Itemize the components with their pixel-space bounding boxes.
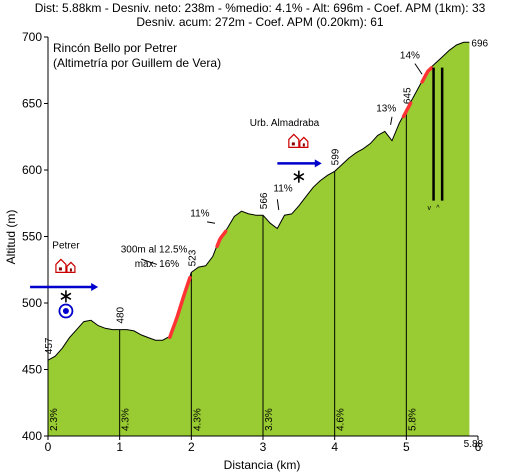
annotation: 300m al 12.5%: [121, 244, 188, 255]
town-icon: [55, 258, 76, 274]
grade-label: 2.3%: [49, 408, 60, 431]
grade-label: 4.3%: [192, 408, 203, 431]
y-tick-label: 450: [22, 363, 42, 377]
vertical-marker-label: v: [428, 205, 432, 212]
grade-label: 4.3%: [121, 408, 132, 431]
fountain-center: [62, 307, 69, 314]
annotation: 11%: [273, 183, 292, 194]
x-end-label: 5.88: [464, 439, 484, 450]
annotation-pointer: [414, 63, 423, 75]
arrow-head: [91, 283, 99, 292]
y-tick-label: 700: [22, 30, 42, 44]
x-tick-label: 5: [403, 440, 410, 454]
asterisk-icon: [293, 170, 305, 183]
steep-section: [420, 66, 434, 84]
asterisk-stroke: [60, 292, 72, 301]
altitude-label: 696: [471, 38, 488, 49]
annotation: Urb. Almadraba: [250, 118, 320, 129]
annotation: Petrer: [52, 240, 80, 251]
header-summary-line-1: Dist: 5.88km - Desniv. neto: 238m - %med…: [34, 1, 486, 15]
altitude-label: 523: [187, 249, 198, 266]
house-shape: [288, 133, 300, 148]
grade-label: 3.3%: [264, 408, 275, 431]
altitude-label: 457: [44, 337, 55, 354]
grade-label: 5.8%: [407, 408, 418, 431]
grade-label: 4.6%: [336, 408, 347, 431]
house-window: [69, 268, 72, 272]
house-shape: [299, 136, 309, 148]
annotation-pointer: [207, 221, 216, 224]
altitude-label: 599: [331, 148, 342, 165]
header-summary-line-2: Desniv. acum: 272m - Coef. APM (0.20km):…: [136, 15, 384, 29]
steep-section: [215, 229, 228, 249]
vertical-marker-label: ^: [436, 205, 440, 212]
annotation: 14%: [400, 50, 420, 61]
y-axis-label: Altitud (m): [4, 210, 18, 265]
x-tick-label: 3: [260, 440, 267, 454]
house-shape: [55, 258, 67, 274]
asterisk-icon: [60, 290, 72, 303]
town-icon: [288, 133, 309, 148]
y-tick-label: 400: [22, 429, 42, 443]
altitude-label: 645: [402, 87, 413, 104]
x-tick-label: 1: [116, 440, 123, 454]
water-fountain-icon: [58, 303, 74, 319]
altitude-label: 480: [116, 306, 127, 323]
x-tick-label: 0: [45, 440, 52, 454]
annotation: 13%: [376, 103, 396, 114]
elevation-area: [48, 42, 470, 437]
house-window: [291, 142, 295, 146]
chart-title: Rincón Bello por Petrer: [53, 41, 177, 55]
asterisk-stroke: [293, 172, 305, 181]
altitude-label: 566: [259, 192, 270, 209]
house-window: [58, 267, 62, 271]
annotation-pointer: [276, 199, 280, 210]
y-tick-label: 650: [22, 97, 42, 111]
steep-section: [401, 101, 413, 119]
steep-section: [168, 275, 192, 340]
chart-subtitle: (Altimetría por Guillem de Vera): [53, 56, 221, 70]
x-tick-label: 6: [475, 440, 482, 454]
arrow-head: [314, 159, 322, 168]
x-tick-label: 4: [331, 440, 338, 454]
x-tick-label: 2: [188, 440, 195, 454]
annotation: max. 16%: [135, 259, 180, 270]
annotation: 11%: [190, 209, 209, 220]
y-tick-label: 500: [22, 296, 42, 310]
y-tick-label: 600: [22, 163, 42, 177]
house-window: [302, 143, 305, 147]
house-shape: [66, 261, 76, 274]
annotation-pointer: [141, 258, 158, 265]
x-axis-label: Distancia (km): [224, 458, 301, 472]
annotation-pointer: [390, 116, 393, 125]
y-tick-label: 550: [22, 230, 42, 244]
elevation-line: [47, 41, 470, 361]
